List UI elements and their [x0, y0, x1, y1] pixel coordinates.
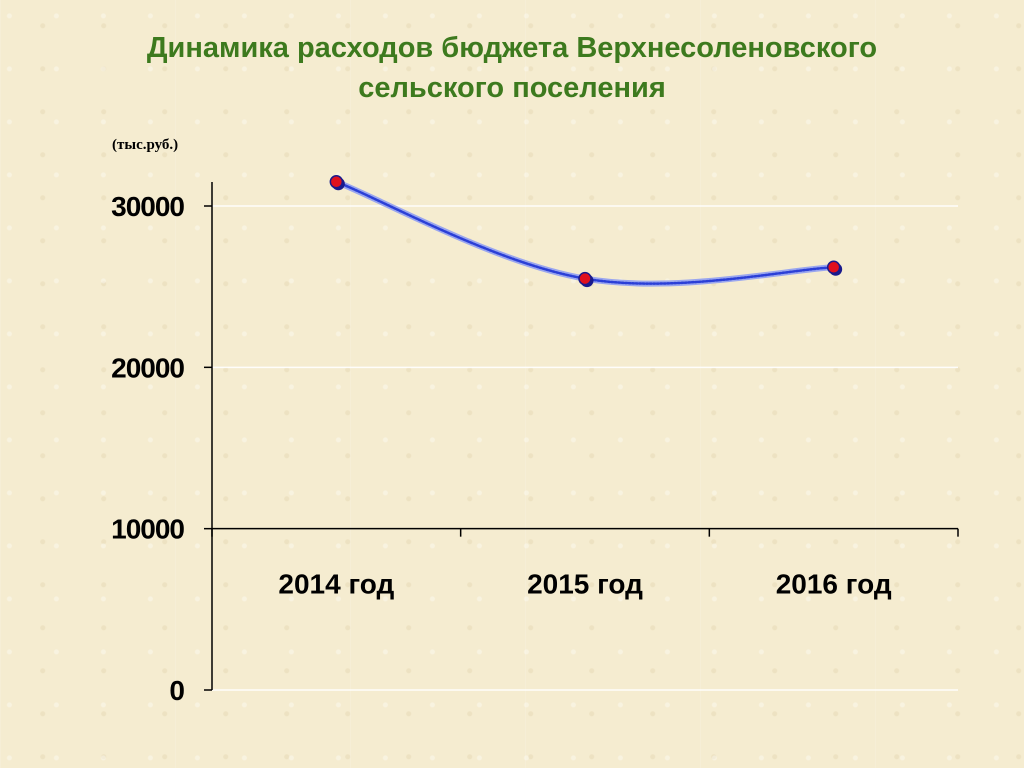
y-axis-unit-label: (тыс.руб.) — [112, 137, 179, 153]
x-tick-labels: 2014 год 2015 год 2016 год — [278, 569, 891, 600]
x-tick-label: 2015 год — [527, 569, 643, 600]
y-tick-label: 20000 — [111, 352, 184, 383]
series-line-glow — [333, 178, 837, 287]
data-point — [826, 260, 841, 275]
chart-title-line-2: сельского поселения — [358, 72, 666, 104]
y-tick-label: 10000 — [111, 514, 184, 545]
data-point — [329, 175, 344, 189]
chart-title: Динамика расходов бюджета Верхнесоленовс… — [0, 28, 1024, 108]
series-layer — [329, 175, 843, 288]
x-tick-label: 2016 год — [776, 569, 892, 600]
x-tick-label: 2014 год — [278, 569, 394, 600]
y-tick-label: 30000 — [111, 191, 184, 222]
axes — [204, 182, 959, 691]
chart-title-line-1: Динамика расходов бюджета Верхнесоленовс… — [146, 32, 878, 64]
gridlines — [212, 205, 958, 691]
y-tick-labels: 0 10000 20000 30000 — [111, 191, 185, 706]
series-line — [335, 180, 835, 285]
y-tick-label: 0 — [169, 675, 184, 706]
data-point — [578, 271, 592, 286]
